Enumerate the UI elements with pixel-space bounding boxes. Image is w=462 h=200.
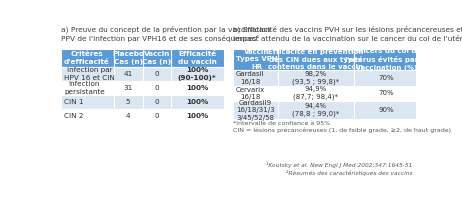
Text: 31: 31: [124, 85, 133, 91]
Text: 100%: 100%: [186, 113, 208, 119]
Bar: [278, 70, 354, 86]
Text: a) Preuve du concept de la prévention par la vaccination
PPV de l'infection par : a) Preuve du concept de la prévention pa…: [61, 26, 270, 42]
Text: 0: 0: [155, 71, 159, 77]
Text: Vaccin
Types VPH
HR: Vaccin Types VPH HR: [236, 49, 278, 70]
Text: 100%
(90-100)*: 100% (90-100)*: [178, 67, 217, 81]
Text: 94,9%
(87,7; 98,4)*: 94,9% (87,7; 98,4)*: [293, 86, 338, 100]
Bar: [233, 86, 278, 101]
Bar: [354, 101, 419, 119]
Bar: [171, 81, 224, 95]
Text: Efficacité en prévention
des CIN dues aux types
contenus dans le vaccin: Efficacité en prévention des CIN dues au…: [268, 48, 364, 70]
Bar: [114, 95, 143, 109]
Bar: [114, 49, 143, 67]
Bar: [278, 49, 354, 70]
Text: Cervarix
16/18: Cervarix 16/18: [236, 87, 265, 100]
Text: Cancers du col de
l'utérus évités par la
vaccination (%): Cancers du col de l'utérus évités par la…: [345, 48, 428, 71]
Bar: [278, 101, 354, 119]
Text: Vaccin
Cas (n): Vaccin Cas (n): [142, 51, 171, 65]
Text: Critères
d'efficacité: Critères d'efficacité: [64, 51, 109, 65]
Text: 0: 0: [155, 113, 159, 119]
Bar: [233, 70, 278, 86]
Text: 70%: 70%: [378, 75, 394, 81]
Text: CIN 2: CIN 2: [64, 113, 84, 119]
Bar: [61, 109, 114, 123]
Text: Infection
persistante: Infection persistante: [64, 81, 105, 95]
Text: 94,4%
(78,8 ; 99,0)*: 94,4% (78,8 ; 99,0)*: [292, 103, 340, 117]
Bar: [143, 81, 171, 95]
Text: Placebo
Cas (n): Placebo Cas (n): [112, 51, 144, 65]
Bar: [233, 101, 278, 119]
Bar: [171, 49, 224, 67]
Bar: [354, 49, 419, 70]
Bar: [354, 86, 419, 101]
Bar: [354, 70, 419, 86]
Bar: [114, 67, 143, 81]
Bar: [114, 109, 143, 123]
Text: Gardasil9
16/18/31/3
3/45/52/58: Gardasil9 16/18/31/3 3/45/52/58: [236, 100, 274, 121]
Text: ¹Koutsky et al. New Engl J Med 2002;347:1645-51
²Résumés des caractéristiques de: ¹Koutsky et al. New Engl J Med 2002;347:…: [266, 162, 413, 176]
Bar: [143, 109, 171, 123]
Text: Infection par
HPV 16 et CIN: Infection par HPV 16 et CIN: [64, 67, 115, 81]
Bar: [143, 67, 171, 81]
Bar: [171, 95, 224, 109]
Text: CIN 1: CIN 1: [64, 99, 84, 105]
Text: Gardasil
16/18: Gardasil 16/18: [236, 71, 265, 85]
Bar: [171, 67, 224, 81]
Bar: [61, 95, 114, 109]
Bar: [61, 67, 114, 81]
Text: 41: 41: [124, 71, 133, 77]
Text: 4: 4: [126, 113, 131, 119]
Text: b) Efficacité des vaccins PVH sur les lésions précancereuses et
impact attendu d: b) Efficacité des vaccins PVH sur les lé…: [233, 26, 462, 42]
Text: 100%: 100%: [186, 85, 208, 91]
Bar: [278, 86, 354, 101]
Bar: [143, 95, 171, 109]
Text: 90%: 90%: [378, 107, 394, 113]
Bar: [171, 109, 224, 123]
Text: 100%: 100%: [186, 99, 208, 105]
Bar: [143, 49, 171, 67]
Bar: [114, 81, 143, 95]
Text: 0: 0: [155, 99, 159, 105]
Text: 70%: 70%: [378, 90, 394, 96]
Text: Efficacité
du vaccin: Efficacité du vaccin: [178, 51, 217, 65]
Text: *Intervalle de confiance à 95%
CIN = lésions précancéreuses (1, de faible grade,: *Intervalle de confiance à 95% CIN = lés…: [233, 121, 451, 133]
Text: 5: 5: [126, 99, 131, 105]
Text: 0: 0: [155, 85, 159, 91]
Text: 98,2%
(93,5 ; 99,8)*: 98,2% (93,5 ; 99,8)*: [292, 71, 340, 85]
Bar: [61, 49, 114, 67]
Bar: [233, 49, 278, 70]
Bar: [61, 81, 114, 95]
